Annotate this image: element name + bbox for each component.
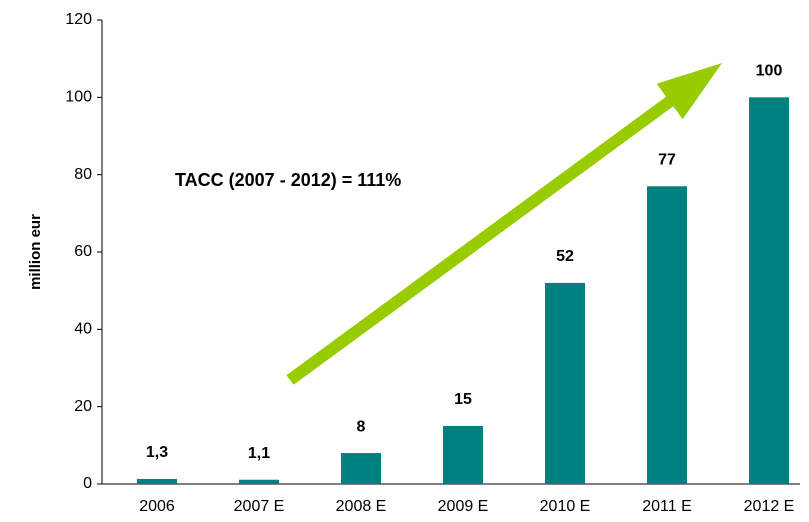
x-tick-label: 2006 bbox=[139, 498, 175, 515]
y-tick-label: 60 bbox=[74, 243, 92, 260]
value-label: 1,1 bbox=[248, 445, 270, 462]
y-tick-label: 120 bbox=[65, 11, 92, 28]
y-tick-label: 40 bbox=[74, 321, 92, 338]
x-tick-label: 2011 E bbox=[642, 498, 692, 515]
bar bbox=[137, 478, 177, 484]
y-tick-label: 20 bbox=[74, 398, 92, 415]
x-tick-label: 2010 E bbox=[540, 498, 591, 515]
bar bbox=[647, 186, 687, 484]
bar bbox=[239, 479, 279, 484]
value-label: 15 bbox=[454, 391, 472, 408]
value-label: 100 bbox=[756, 63, 783, 80]
y-axis-title: million eur bbox=[27, 214, 44, 290]
y-tick-label: 100 bbox=[65, 89, 92, 106]
x-tick-label: 2008 E bbox=[336, 498, 387, 515]
value-label: 52 bbox=[556, 248, 574, 265]
value-label: 1,3 bbox=[146, 444, 168, 461]
bar bbox=[443, 426, 483, 484]
value-label: 8 bbox=[357, 418, 366, 435]
x-tick-label: 2007 E bbox=[234, 498, 285, 515]
growth-arrow bbox=[286, 63, 722, 385]
bar bbox=[749, 97, 789, 484]
bar bbox=[545, 282, 585, 484]
y-tick-label: 80 bbox=[74, 166, 92, 183]
x-tick-label: 2012 E bbox=[744, 498, 795, 515]
x-tick-label: 2009 E bbox=[438, 498, 489, 515]
annotation: TACC (2007 - 2012) = 111% bbox=[175, 170, 401, 190]
bar bbox=[341, 453, 381, 484]
y-tick-label: 0 bbox=[83, 475, 92, 492]
value-label: 77 bbox=[658, 151, 676, 168]
